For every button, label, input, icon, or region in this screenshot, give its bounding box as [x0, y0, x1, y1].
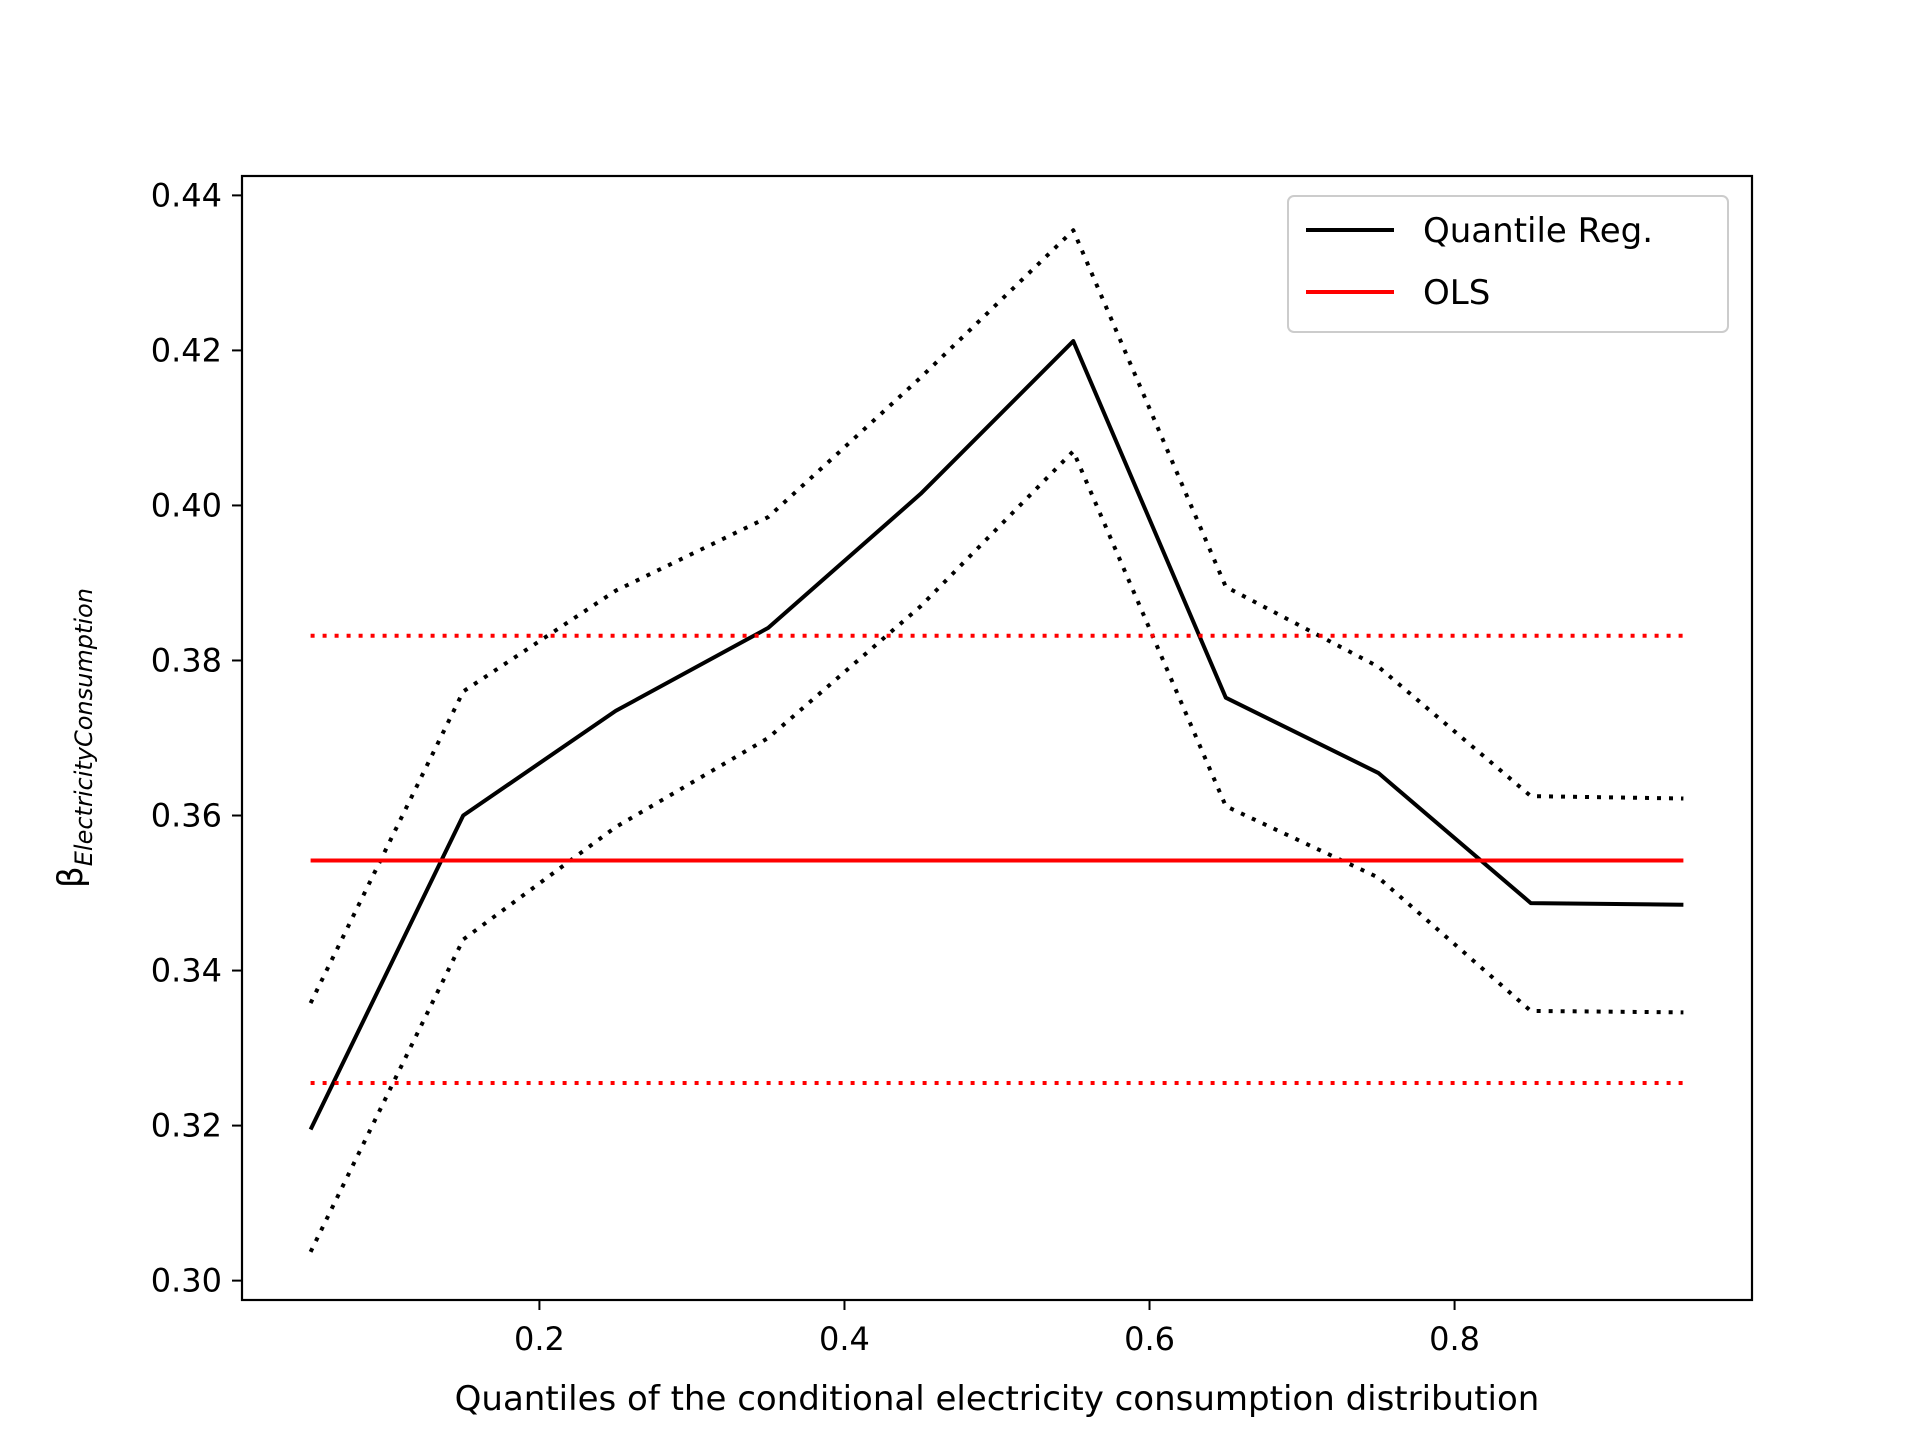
y-tick-label: 0.38 — [151, 641, 222, 679]
x-tick-label: 0.4 — [819, 1320, 870, 1358]
y-tick-label: 0.42 — [151, 331, 222, 369]
legend-label: OLS — [1423, 273, 1490, 313]
legend: Quantile Reg. OLS — [1287, 195, 1729, 333]
legend-label: Quantile Reg. — [1423, 211, 1653, 251]
series-line-2-ci-bound — [308, 449, 1684, 1253]
y-tick-label: 0.32 — [151, 1107, 222, 1145]
y-axis-subscript: ElectricityConsumption — [70, 588, 98, 866]
x-tick-label: 0.2 — [514, 1320, 565, 1358]
plot-frame — [240, 174, 1754, 1302]
y-axis-symbol: β — [51, 866, 91, 888]
y-tick-label: 0.34 — [151, 952, 222, 990]
y-axis: 0.30 0.32 0.34 0.36 0.38 0.40 0.42 0.44 — [151, 176, 242, 1300]
series-line-1-ci-bound — [308, 228, 1684, 1004]
x-tick-label: 0.8 — [1429, 1320, 1480, 1358]
y-tick-label: 0.40 — [151, 486, 222, 524]
x-axis-label: Quantiles of the conditional electricity… — [455, 1379, 1540, 1419]
y-tick-label: 0.36 — [151, 797, 222, 835]
legend-box — [1287, 195, 1729, 333]
y-axis-label: βElectricityConsumption — [51, 588, 98, 888]
series-line-0-quantile-reg — [308, 339, 1684, 1131]
x-axis: 0.2 0.4 0.6 0.8 — [514, 1300, 1480, 1358]
x-tick-label: 0.6 — [1124, 1320, 1175, 1358]
y-tick-label: 0.30 — [151, 1262, 222, 1300]
y-tick-label: 0.44 — [151, 176, 222, 214]
plot-area — [308, 228, 1684, 1253]
